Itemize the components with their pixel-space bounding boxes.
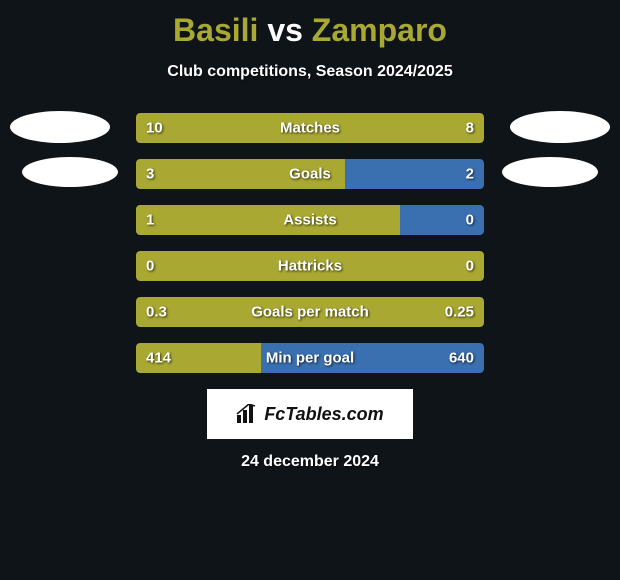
stat-row: 108Matches: [136, 113, 484, 143]
left-value: 10: [146, 120, 163, 137]
right-value: 640: [449, 350, 474, 367]
left-value: 3: [146, 166, 154, 183]
stat-row: 10Assists: [136, 205, 484, 235]
player1-name: Basili: [173, 12, 258, 48]
right-value: 0.25: [445, 304, 474, 321]
right-value: 0: [466, 258, 474, 275]
date-label: 24 december 2024: [0, 453, 620, 471]
subtitle: Club competitions, Season 2024/2025: [0, 63, 620, 81]
stat-row: 32Goals: [136, 159, 484, 189]
stat-row: 00Hattricks: [136, 251, 484, 281]
stat-row: 0.30.25Goals per match: [136, 297, 484, 327]
bar-fill: [136, 297, 484, 327]
right-value: 2: [466, 166, 474, 183]
vs-label: vs: [267, 12, 303, 48]
left-value: 1: [146, 212, 154, 229]
watermark: FcTables.com: [207, 389, 413, 439]
comparison-title: Basili vs Zamparo: [0, 0, 620, 49]
bar-chart-icon: [236, 404, 258, 424]
stat-row: 414640Min per goal: [136, 343, 484, 373]
left-ellipse-2: [22, 157, 118, 187]
right-value: 8: [466, 120, 474, 137]
right-value: 0: [466, 212, 474, 229]
bar-fill: [136, 113, 484, 143]
right-ellipse-1: [510, 111, 610, 143]
comparison-chart: 108Matches32Goals10Assists00Hattricks0.3…: [0, 113, 620, 373]
left-value: 0.3: [146, 304, 167, 321]
bar-fill: [136, 159, 345, 189]
left-value: 0: [146, 258, 154, 275]
watermark-text: FcTables.com: [264, 404, 383, 425]
bars-container: 108Matches32Goals10Assists00Hattricks0.3…: [136, 113, 484, 373]
left-value: 414: [146, 350, 171, 367]
right-ellipse-2: [502, 157, 598, 187]
player2-name: Zamparo: [312, 12, 447, 48]
bar-fill: [136, 251, 484, 281]
left-ellipse-1: [10, 111, 110, 143]
bar-fill: [136, 205, 400, 235]
